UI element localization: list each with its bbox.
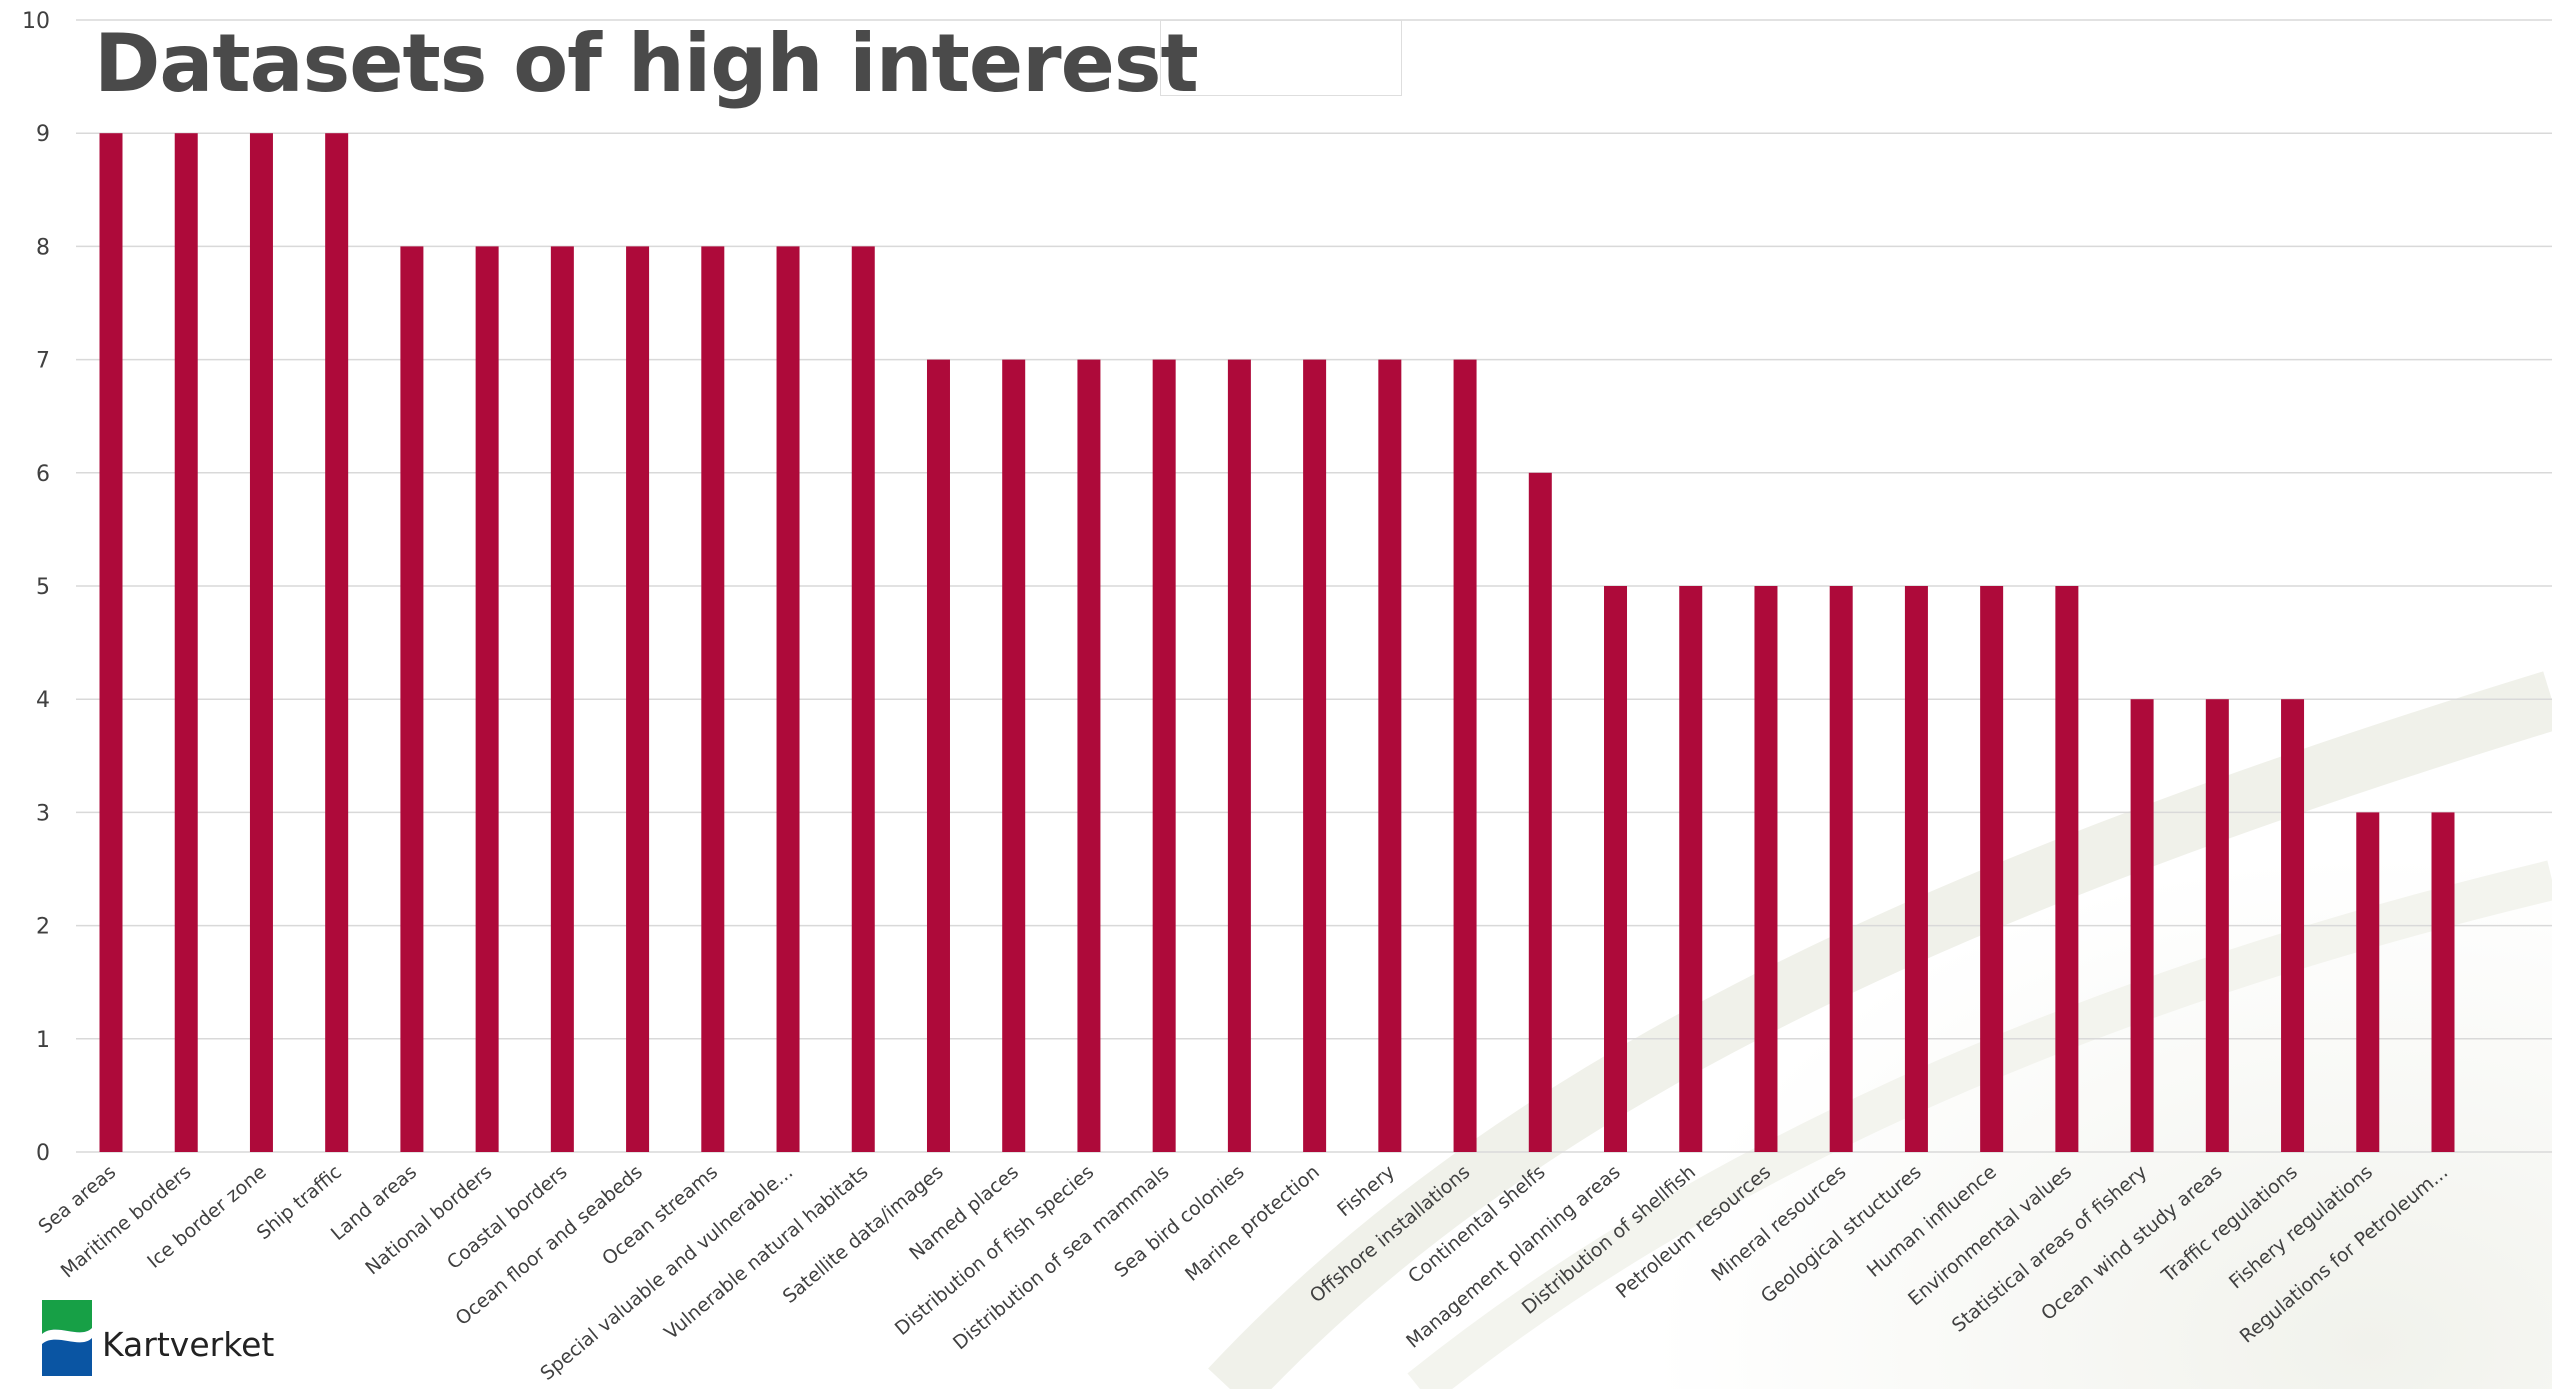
bar (475, 246, 499, 1152)
x-tick-label: Traffic regulations (2157, 1161, 2302, 1287)
bar (1002, 359, 1026, 1153)
bar (99, 133, 123, 1152)
bar (174, 133, 198, 1152)
bar (1378, 359, 1402, 1153)
bar (325, 133, 349, 1152)
y-tick-label: 3 (36, 801, 50, 826)
bar (1077, 359, 1101, 1153)
kartverket-logo-icon (42, 1300, 92, 1376)
y-tick-label: 0 (36, 1141, 50, 1166)
y-tick-label: 2 (36, 915, 50, 940)
bar (776, 246, 800, 1152)
bar (1679, 586, 1703, 1152)
title-placeholder-box (1160, 20, 1402, 96)
x-tick-label: Fishery regulations (2225, 1161, 2377, 1294)
bar (1152, 359, 1176, 1153)
x-tick-label: Marine protection (1181, 1161, 1324, 1286)
x-tick-label: Fishery (1333, 1161, 1399, 1221)
y-tick-label: 5 (36, 575, 50, 600)
y-tick-label: 6 (36, 462, 50, 487)
bars (99, 133, 2455, 1153)
x-tick-label: National borders (361, 1161, 496, 1279)
x-tick-label: Human influence (1863, 1161, 2001, 1282)
bar (1604, 586, 1628, 1152)
bar (1303, 359, 1327, 1153)
y-tick-label: 7 (36, 349, 50, 374)
y-tick-label: 4 (36, 688, 50, 713)
bar (400, 246, 424, 1152)
bar (249, 133, 273, 1152)
x-tick-label: Maritime borders (57, 1161, 196, 1282)
bar (926, 359, 950, 1153)
y-tick-label: 8 (36, 235, 50, 260)
y-axis-ticks: 0 1 2 3 4 5 6 7 8 9 10 (22, 9, 50, 1166)
bar (2281, 699, 2305, 1152)
bar (550, 246, 574, 1152)
kartverket-logo: Kartverket (42, 1300, 275, 1376)
x-tick-label: Sea bird colonies (1110, 1161, 1248, 1282)
bar (1904, 586, 1928, 1152)
y-tick-label: 1 (36, 1028, 50, 1053)
bar (1754, 586, 1778, 1152)
y-tick-label: 9 (36, 122, 50, 147)
bar (701, 246, 725, 1152)
bar (1227, 359, 1251, 1153)
bar (2130, 699, 2154, 1152)
bar (1528, 472, 1552, 1152)
bar (626, 246, 650, 1152)
logo-text: Kartverket (102, 1325, 275, 1364)
bar (1829, 586, 1853, 1152)
x-tick-label: Mineral resources (1707, 1161, 1850, 1286)
bar (1453, 359, 1477, 1153)
chart-title: Datasets of high interest (94, 17, 1199, 110)
bar (1980, 586, 2004, 1152)
bar (2055, 586, 2079, 1152)
bar (2205, 699, 2229, 1152)
x-tick-label: Continental shelfs (1404, 1161, 1549, 1288)
bar (851, 246, 875, 1152)
bar (2356, 812, 2380, 1152)
y-tick-label: 10 (22, 9, 50, 34)
bar (2431, 812, 2455, 1152)
